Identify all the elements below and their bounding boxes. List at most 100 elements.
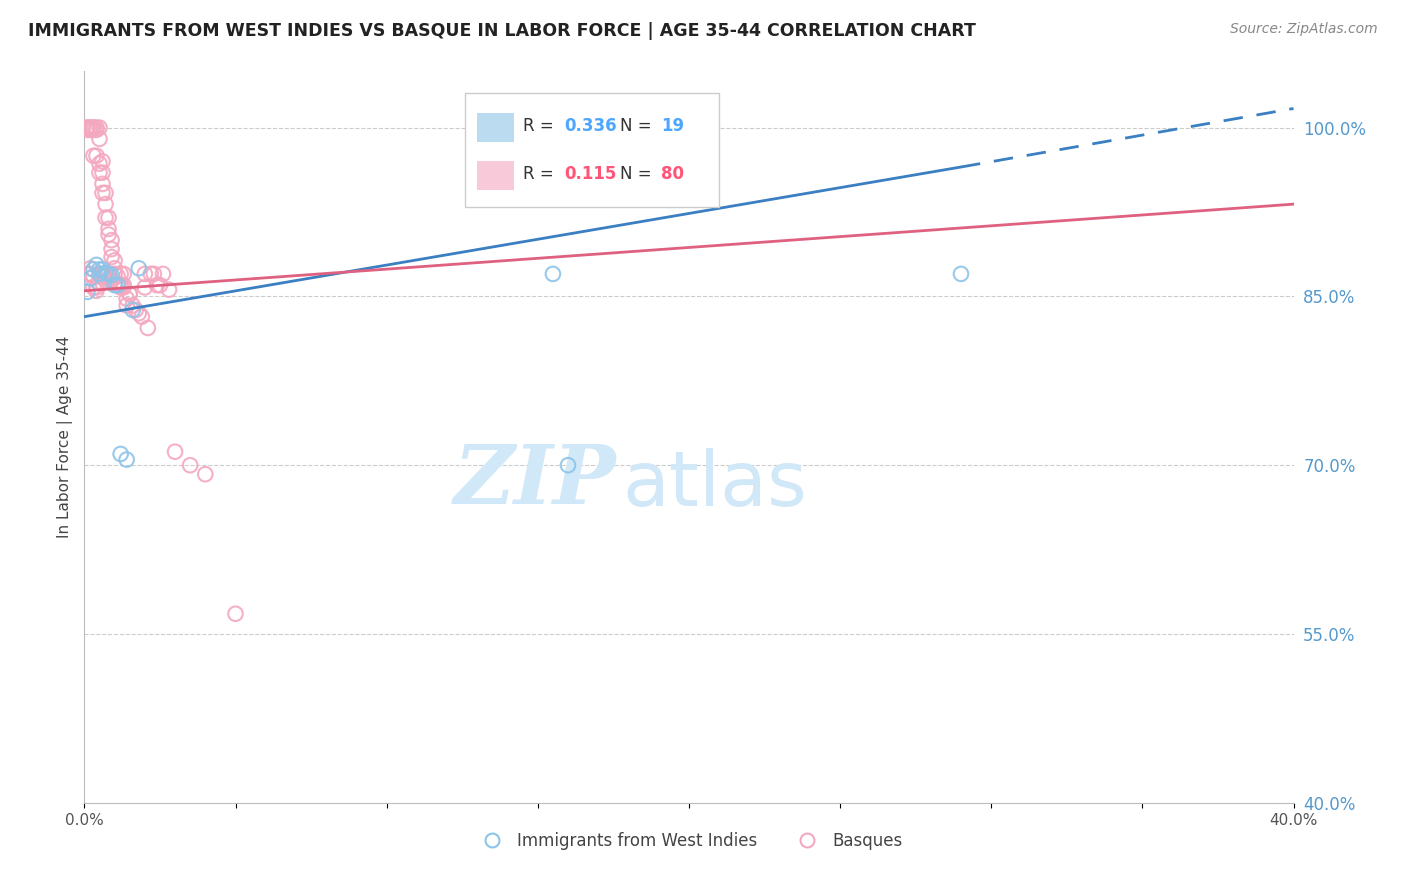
Text: R =: R = — [523, 117, 560, 136]
Point — [112, 278, 135, 293]
Point — [94, 266, 117, 280]
Point — [100, 233, 122, 247]
Text: R =: R = — [523, 165, 560, 183]
Point — [89, 262, 111, 277]
Point — [134, 280, 156, 294]
Text: N =: N = — [620, 117, 657, 136]
Point — [89, 132, 111, 146]
Point — [82, 120, 104, 135]
Point — [86, 284, 108, 298]
Point — [115, 452, 138, 467]
Point — [128, 306, 150, 320]
Point — [678, 120, 700, 135]
Point — [128, 261, 150, 276]
Point — [131, 310, 153, 324]
Text: 0.336: 0.336 — [564, 117, 617, 136]
Point — [107, 276, 129, 290]
Point — [110, 447, 132, 461]
FancyBboxPatch shape — [478, 113, 513, 143]
Point — [110, 280, 132, 294]
Point — [79, 261, 101, 276]
Point — [91, 276, 114, 290]
Point — [107, 278, 129, 293]
Point — [91, 262, 114, 277]
Point — [136, 321, 159, 335]
Point — [94, 197, 117, 211]
Point — [86, 280, 108, 294]
Point — [100, 242, 122, 256]
Point — [89, 269, 111, 284]
Point — [139, 267, 162, 281]
Y-axis label: In Labor Force | Age 35-44: In Labor Force | Age 35-44 — [58, 336, 73, 538]
Point — [157, 283, 180, 297]
Point — [79, 123, 101, 137]
Text: 19: 19 — [661, 117, 685, 136]
Point — [94, 269, 117, 284]
Point — [76, 120, 98, 135]
Point — [179, 458, 201, 473]
Point — [79, 271, 101, 285]
Point — [91, 166, 114, 180]
Text: Source: ZipAtlas.com: Source: ZipAtlas.com — [1230, 22, 1378, 37]
Point — [82, 262, 104, 277]
Text: IMMIGRANTS FROM WEST INDIES VS BASQUE IN LABOR FORCE | AGE 35-44 CORRELATION CHA: IMMIGRANTS FROM WEST INDIES VS BASQUE IN… — [28, 22, 976, 40]
Point — [152, 267, 174, 281]
Point — [86, 149, 108, 163]
Point — [104, 261, 127, 276]
Point — [121, 302, 143, 317]
Point — [950, 267, 973, 281]
Point — [617, 120, 640, 135]
Text: N =: N = — [620, 165, 657, 183]
Point — [118, 287, 141, 301]
Point — [104, 278, 127, 293]
Point — [86, 258, 108, 272]
Point — [112, 267, 135, 281]
Point — [82, 123, 104, 137]
Point — [82, 120, 104, 135]
Point — [97, 211, 120, 225]
Point — [115, 292, 138, 306]
FancyBboxPatch shape — [465, 94, 720, 207]
Point — [118, 287, 141, 301]
FancyBboxPatch shape — [478, 161, 513, 190]
Point — [76, 123, 98, 137]
Point — [225, 607, 247, 621]
Point — [86, 120, 108, 135]
Point — [91, 186, 114, 200]
Point — [100, 250, 122, 264]
Point — [76, 120, 98, 135]
Point — [94, 186, 117, 200]
Point — [104, 267, 127, 281]
Point — [107, 278, 129, 293]
Point — [165, 444, 187, 458]
Text: atlas: atlas — [623, 448, 807, 522]
Point — [134, 267, 156, 281]
Point — [91, 267, 114, 281]
Text: ZIP: ZIP — [454, 441, 616, 521]
Point — [125, 302, 148, 317]
Text: 80: 80 — [661, 165, 685, 183]
Point — [89, 156, 111, 170]
Point — [97, 222, 120, 236]
Point — [82, 280, 104, 294]
Point — [76, 267, 98, 281]
Point — [194, 467, 217, 482]
Point — [82, 149, 104, 163]
Point — [100, 274, 122, 288]
Point — [91, 154, 114, 169]
Point — [146, 278, 169, 293]
Point — [89, 166, 111, 180]
Point — [104, 276, 127, 290]
Point — [91, 177, 114, 191]
Point — [121, 298, 143, 312]
Point — [557, 458, 579, 473]
Point — [89, 120, 111, 135]
Point — [115, 298, 138, 312]
Point — [97, 267, 120, 281]
Point — [112, 280, 135, 294]
Text: 0.115: 0.115 — [564, 165, 617, 183]
Point — [82, 269, 104, 284]
Legend: Immigrants from West Indies, Basques: Immigrants from West Indies, Basques — [468, 825, 910, 856]
Point — [97, 271, 120, 285]
Point — [104, 253, 127, 268]
